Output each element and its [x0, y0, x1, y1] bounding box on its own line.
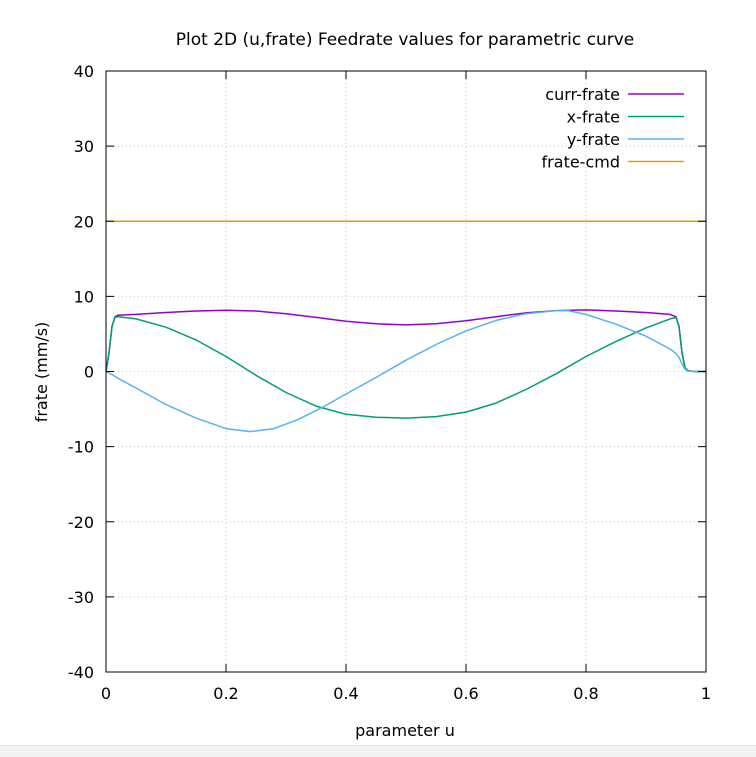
x-tick-label: 0	[101, 684, 111, 703]
y-tick-label: 20	[74, 212, 94, 231]
y-tick-label: -40	[68, 663, 94, 682]
y-tick-label: 0	[84, 363, 94, 382]
tick-labels: 0 0.2 0.4 0.6 0.8 1 -40 -30 -20 -10 0 10 20 30 40	[68, 62, 711, 703]
x-axis-label: parameter u	[355, 721, 455, 740]
y-tick-label: 10	[74, 287, 94, 306]
legend-label: x-frate	[567, 108, 620, 127]
series-line-x-frate	[105, 315, 706, 419]
y-tick-label: -30	[68, 588, 94, 607]
y-tick-label: 30	[74, 137, 94, 156]
legend-label: y-frate	[567, 130, 620, 149]
y-tick-label: 40	[74, 62, 94, 81]
x-tick-label: 0.6	[453, 684, 478, 703]
series-line-y-frate	[105, 309, 706, 433]
x-tick-label: 0.4	[333, 684, 358, 703]
x-tick-label: 1	[701, 684, 711, 703]
series-lines	[105, 220, 706, 433]
legend-label: curr-frate	[545, 85, 620, 104]
chart-title: Plot 2D (u,frate) Feedrate values for pa…	[176, 30, 634, 50]
footer-bar	[0, 745, 756, 757]
axis-ticks	[105, 70, 707, 673]
x-tick-label: 0.2	[213, 684, 238, 703]
legend-label: frate-cmd	[542, 153, 620, 172]
legend: curr-frate x-frate y-frate frate-cmd	[542, 85, 684, 172]
x-tick-label: 0.8	[573, 684, 598, 703]
y-axis-label: frate (mm/s)	[32, 322, 51, 423]
y-tick-label: -20	[68, 513, 94, 532]
y-tick-label: -10	[68, 438, 94, 457]
